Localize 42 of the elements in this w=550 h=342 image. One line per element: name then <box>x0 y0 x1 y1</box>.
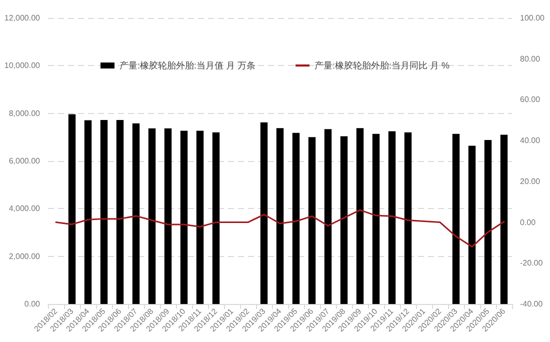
bar <box>356 128 364 304</box>
bar <box>212 132 220 304</box>
bar <box>340 136 348 304</box>
bar <box>324 129 332 304</box>
bar <box>452 134 460 304</box>
y2-tick-label: 20.00 <box>520 176 541 186</box>
y2-tick-label: 100.00 <box>520 14 546 22</box>
y2-tick-label: -20.00 <box>520 258 544 268</box>
bar <box>148 128 156 304</box>
bar <box>388 131 396 304</box>
bar <box>484 140 492 304</box>
legend-label: 产量:橡胶轮胎外胎:当月同比 月 % <box>314 60 450 70</box>
y2-tick-label: 0.00 <box>520 218 536 227</box>
bar <box>196 130 204 304</box>
bar <box>84 120 92 304</box>
y2-tick-label: 60.00 <box>520 95 541 104</box>
bar <box>468 146 476 304</box>
legend-label: 产量:橡胶轮胎外胎:当月值 月 万条 <box>119 60 256 70</box>
y-tick-label: 0.00 <box>24 300 41 308</box>
line-series <box>55 209 505 248</box>
bar <box>116 120 124 304</box>
y-tick-label: 4,000.00 <box>8 204 41 214</box>
y-tick-label: 12,000.00 <box>4 14 41 22</box>
bar <box>68 114 76 304</box>
bar <box>100 120 108 304</box>
bar <box>404 132 412 304</box>
bar <box>276 128 284 304</box>
y2-tick-label: 40.00 <box>520 136 541 146</box>
bar <box>180 130 188 304</box>
bar <box>260 122 268 304</box>
y2-tick-label: -40.00 <box>520 300 544 308</box>
bar <box>372 134 380 304</box>
bar <box>308 137 316 304</box>
y-tick-label: 6,000.00 <box>8 156 41 166</box>
bar <box>500 134 508 304</box>
bar <box>164 128 172 304</box>
y-tick-label: 2,000.00 <box>8 252 41 261</box>
y-tick-label: 8,000.00 <box>8 108 41 118</box>
bar <box>292 132 300 304</box>
y-tick-label: 10,000.00 <box>4 61 41 70</box>
bar <box>132 123 140 304</box>
y2-tick-label: 80.00 <box>520 54 541 64</box>
